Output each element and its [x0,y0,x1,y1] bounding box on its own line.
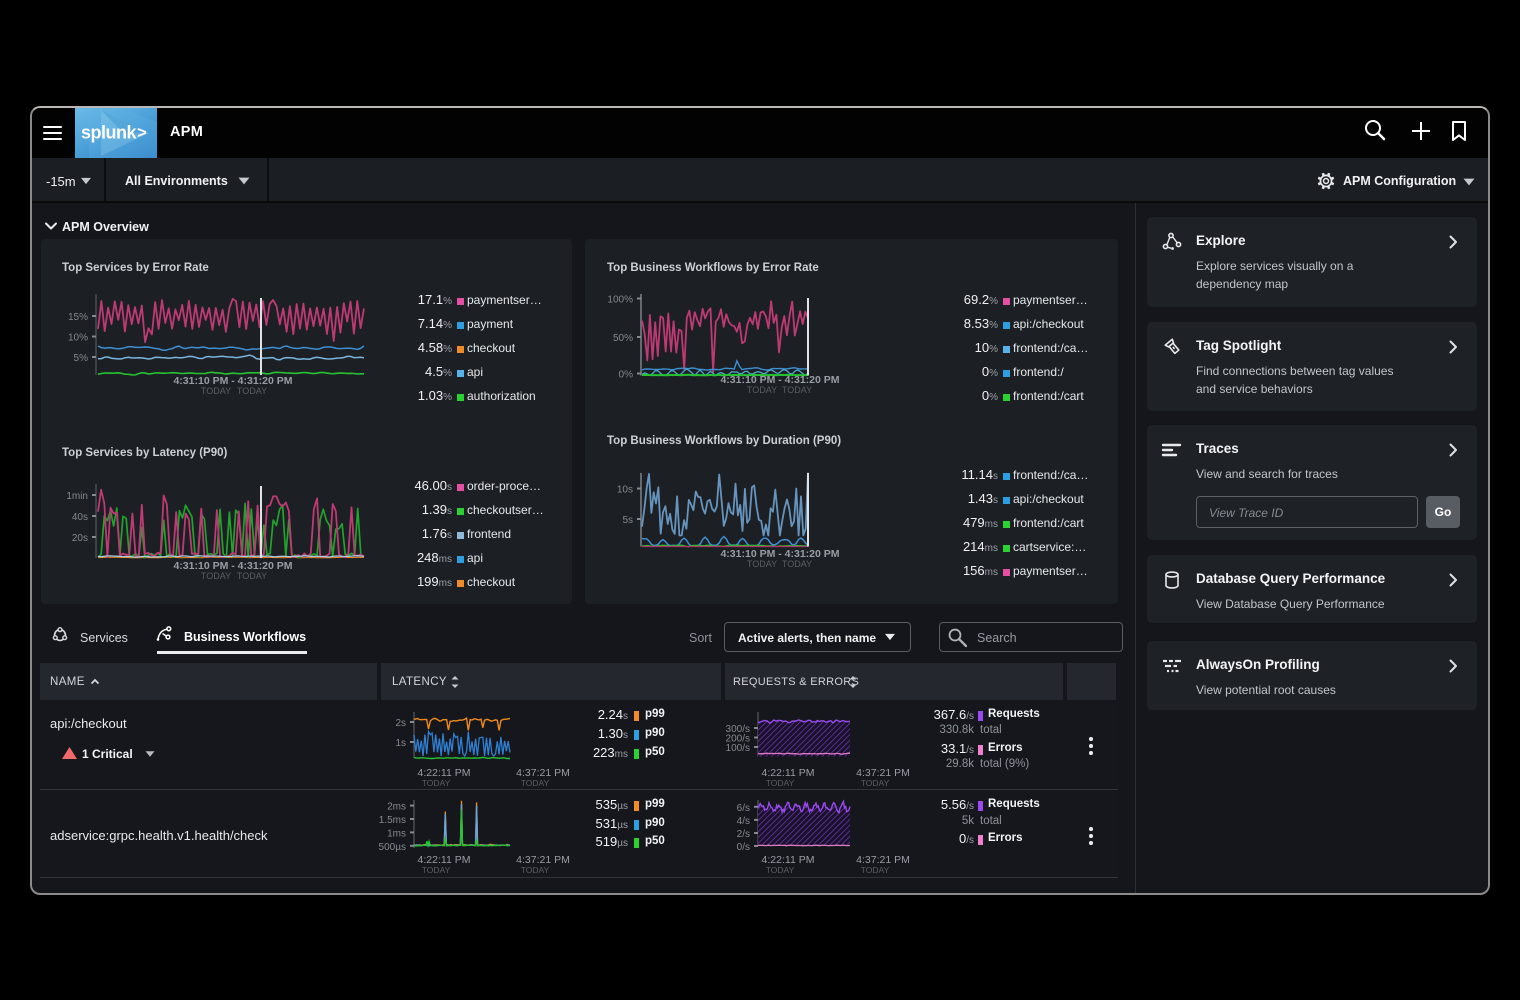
svg-text:TODAY: TODAY [782,559,812,569]
svg-text:4:37:21 PM: 4:37:21 PM [516,767,570,779]
svg-text:4:31:10 PM - 4:31:20 PM: 4:31:10 PM - 4:31:20 PM [173,560,292,572]
svg-text:TODAY: TODAY [782,385,812,395]
svg-text:0%: 0% [619,370,634,381]
svg-text:6/s: 6/s [737,803,750,814]
svg-text:2ms: 2ms [387,802,406,813]
svg-text:4:31:10 PM - 4:31:20 PM: 4:31:10 PM - 4:31:20 PM [720,374,839,386]
svg-text:100/s: 100/s [726,743,750,754]
svg-text:1s: 1s [395,738,406,749]
svg-text:4:31:10 PM - 4:31:20 PM: 4:31:10 PM - 4:31:20 PM [173,375,292,387]
svg-text:TODAY: TODAY [237,571,267,581]
svg-text:0/s: 0/s [737,842,750,853]
svg-text:5s: 5s [622,515,633,526]
svg-text:TODAY: TODAY [201,571,231,581]
svg-text:4:31:10 PM - 4:31:20 PM: 4:31:10 PM - 4:31:20 PM [720,548,839,560]
svg-text:20s: 20s [72,533,88,544]
svg-text:>: > [137,124,147,142]
svg-text:TODAY: TODAY [422,778,451,788]
svg-text:500µs: 500µs [379,842,406,853]
svg-text:4:37:21 PM: 4:37:21 PM [856,767,910,779]
svg-text:4:22:11 PM: 4:22:11 PM [418,854,471,866]
svg-text:TODAY: TODAY [747,385,777,395]
svg-text:50%: 50% [613,333,633,344]
svg-text:1min: 1min [66,491,88,502]
svg-text:10s: 10s [617,485,633,496]
svg-text:TODAY: TODAY [861,778,890,788]
svg-text:TODAY: TODAY [422,865,451,875]
svg-text:TODAY: TODAY [861,865,890,875]
svg-text:2/s: 2/s [737,829,750,840]
svg-text:TODAY: TODAY [521,778,550,788]
svg-text:TODAY: TODAY [201,386,231,396]
svg-text:2s: 2s [395,718,406,729]
svg-text:10%: 10% [68,333,88,344]
svg-text:TODAY: TODAY [747,559,777,569]
svg-text:TODAY: TODAY [766,865,795,875]
svg-text:5%: 5% [74,353,89,364]
svg-text:splunk: splunk [80,123,136,143]
svg-text:300/s: 300/s [726,724,750,735]
svg-text:4:37:21 PM: 4:37:21 PM [516,854,570,866]
svg-text:100%: 100% [607,295,633,306]
svg-text:4:22:11 PM: 4:22:11 PM [762,767,815,779]
svg-text:TODAY: TODAY [766,778,795,788]
svg-text:4:37:21 PM: 4:37:21 PM [856,854,910,866]
svg-text:TODAY: TODAY [237,386,267,396]
svg-text:1ms: 1ms [387,828,406,839]
svg-text:4:22:11 PM: 4:22:11 PM [418,767,471,779]
svg-text:TODAY: TODAY [521,865,550,875]
svg-text:1.5ms: 1.5ms [379,815,406,826]
svg-text:4/s: 4/s [737,816,750,827]
svg-text:200/s: 200/s [726,734,750,745]
svg-text:15%: 15% [68,312,88,323]
svg-text:4:22:11 PM: 4:22:11 PM [762,854,815,866]
svg-text:40s: 40s [72,512,88,523]
